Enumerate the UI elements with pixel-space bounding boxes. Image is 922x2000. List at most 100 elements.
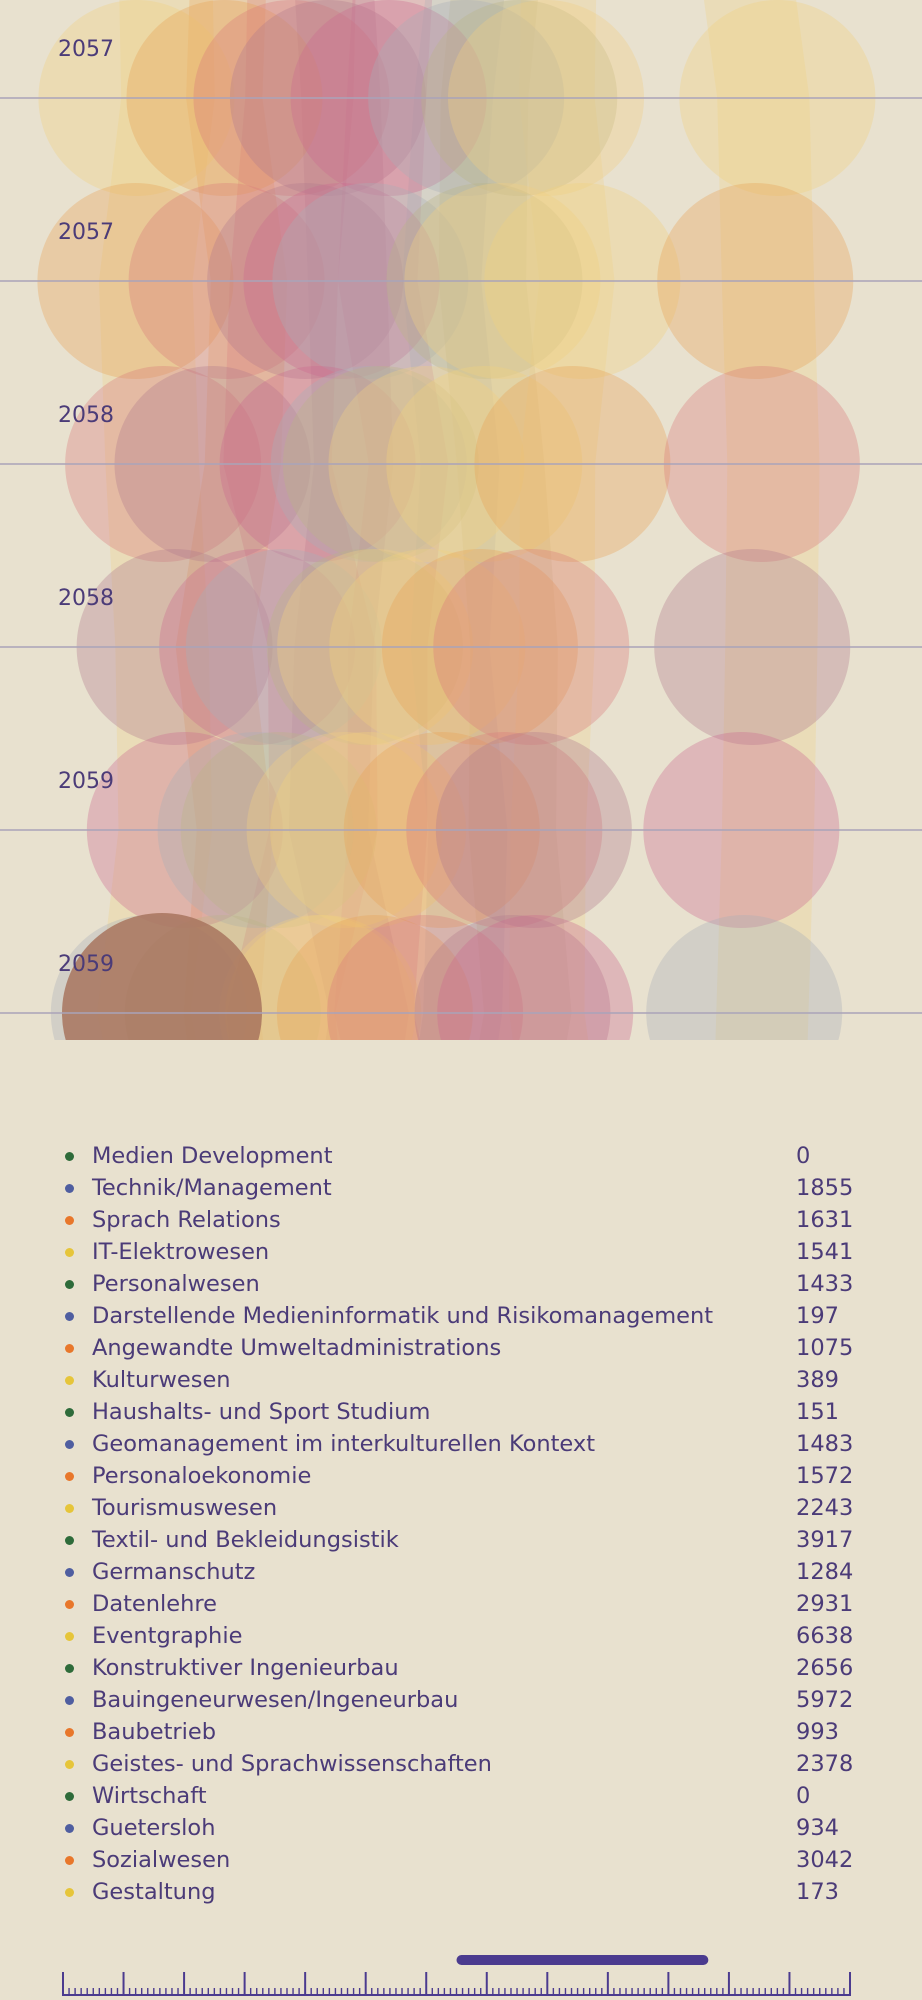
legend-item[interactable]: Tourismuswesen 2243 (57, 1492, 857, 1524)
legend-name: Medien Development (92, 1143, 333, 1169)
legend-dot-icon (65, 1312, 74, 1321)
bubble (437, 915, 634, 1040)
legend-dot-icon (65, 1728, 74, 1737)
legend-dot-icon (65, 1472, 74, 1481)
legend-name: Angewandte Umweltadministrations (92, 1335, 502, 1361)
legend-item[interactable]: Wirtschaft 0 (57, 1780, 857, 1812)
legend-value: 1433 (796, 1271, 854, 1297)
stream-band (402, 0, 508, 1040)
legend-value: 934 (796, 1815, 839, 1841)
legend-name: Sozialwesen (92, 1847, 231, 1873)
bubble-group (37, 0, 876, 1040)
legend-value: 1075 (796, 1335, 854, 1361)
stream-band (438, 0, 572, 1040)
legend-item[interactable]: Geistes- und Sprachwissenschaften 2378 (57, 1748, 857, 1780)
legend-item[interactable]: Geomanagement im interkulturellen Kontex… (57, 1428, 857, 1460)
legend-item[interactable]: Bauingeneurwesen/Ingeneurbau 5972 (57, 1684, 857, 1716)
legend-item[interactable]: Sozialwesen 3042 (57, 1844, 857, 1876)
stream-band (223, 0, 378, 1040)
timeline-scrubber[interactable] (0, 1950, 922, 2000)
legend-item[interactable]: Technik/Management 1855 (57, 1172, 857, 1204)
chart-svg: 2057 2057 2058 2058 2059 2059 (0, 0, 922, 1040)
legend-name: Tourismuswesen (92, 1495, 278, 1521)
legend-dot-icon (65, 1696, 74, 1705)
legend-dot-icon (65, 1376, 74, 1385)
legend-name: Konstruktiver Ingenieurbau (92, 1655, 399, 1681)
legend-item[interactable]: Guetersloh 934 (57, 1812, 857, 1844)
row-year-label: 2057 (58, 37, 114, 62)
legend-item[interactable]: Baubetrieb 993 (57, 1716, 857, 1748)
legend-name: Haushalts- und Sport Studium (92, 1399, 431, 1425)
legend-item[interactable]: IT-Elektrowesen 1541 (57, 1236, 857, 1268)
legend-dot-icon (65, 1152, 74, 1161)
legend-item[interactable]: Haushalts- und Sport Studium 151 (57, 1396, 857, 1428)
legend-dot-icon (65, 1344, 74, 1353)
bubble (276, 915, 473, 1040)
stream-band (703, 0, 820, 1040)
legend-value: 197 (796, 1303, 839, 1329)
legend-dot-icon (65, 1408, 74, 1417)
legend-name: Technik/Management (92, 1175, 332, 1201)
legend-item[interactable]: Sprach Relations 1631 (57, 1204, 857, 1236)
legend-dot-icon (65, 1664, 74, 1673)
legend: Medien Development 0 Technik/Management 185… (57, 1140, 857, 1908)
stream-band (288, 0, 409, 1040)
legend-item[interactable]: Medien Development 0 (57, 1140, 857, 1172)
bubble (414, 915, 611, 1040)
stream-band (97, 0, 215, 1040)
legend-item[interactable]: Datenlehre 2931 (57, 1588, 857, 1620)
legend-item[interactable]: Darstellende Medieninformatik und Risiko… (57, 1300, 857, 1332)
legend-dot-icon (65, 1760, 74, 1769)
legend-item[interactable]: Konstruktiver Ingenieurbau 2656 (57, 1652, 857, 1684)
legend-dot-icon (65, 1888, 74, 1897)
legend-dot-icon (65, 1216, 74, 1225)
legend-value: 151 (796, 1399, 839, 1425)
legend-value: 389 (796, 1367, 839, 1393)
legend-name: Textil- und Bekleidungsistik (92, 1527, 399, 1553)
legend-name: Guetersloh (92, 1815, 216, 1841)
legend-name: Wirtschaft (92, 1783, 207, 1809)
legend-name: Datenlehre (92, 1591, 217, 1617)
bubble (225, 915, 422, 1040)
legend-value: 6638 (796, 1623, 854, 1649)
grid-group: 2057 2057 2058 2058 2059 2059 (0, 37, 922, 1014)
stream-band (334, 0, 449, 1040)
legend-item[interactable]: Personalwesen 1433 (57, 1268, 857, 1300)
legend-value: 5972 (796, 1687, 854, 1713)
legend-name: Sprach Relations (92, 1207, 281, 1233)
chart-area: 2057 2057 2058 2058 2059 2059 (0, 0, 922, 1040)
legend-name: Geomanagement im interkulturellen Kontex… (92, 1431, 596, 1457)
legend-item[interactable]: Eventgraphie 6638 (57, 1620, 857, 1652)
legend-value: 2656 (796, 1655, 854, 1681)
legend-value: 1855 (796, 1175, 854, 1201)
legend-name: Gestaltung (92, 1879, 216, 1905)
legend-dot-icon (65, 1536, 74, 1545)
legend-dot-icon (65, 1856, 74, 1865)
legend-value: 1572 (796, 1463, 854, 1489)
scrubber-selection-handle[interactable] (456, 1955, 709, 1965)
legend-item[interactable]: Angewandte Umweltadministrations 1075 (57, 1332, 857, 1364)
legend-value: 1284 (796, 1559, 854, 1585)
legend-item[interactable]: Gestaltung 173 (57, 1876, 857, 1908)
legend-value: 173 (796, 1879, 839, 1905)
legend-dot-icon (65, 1568, 74, 1577)
legend-item[interactable]: Kulturwesen 389 (57, 1364, 857, 1396)
legend-name: Personalwesen (92, 1271, 260, 1297)
row-year-label: 2059 (58, 769, 114, 794)
legend-item[interactable]: Textil- und Bekleidungsistik 3917 (57, 1524, 857, 1556)
row-year-label: 2057 (58, 220, 114, 245)
bubble-highlight[interactable] (62, 913, 262, 1040)
row-year-label: 2059 (58, 952, 114, 977)
legend-value: 2243 (796, 1495, 854, 1521)
legend-name: Geistes- und Sprachwissenschaften (92, 1751, 492, 1777)
legend-dot-icon (65, 1280, 74, 1289)
legend-name: IT-Elektrowesen (92, 1239, 270, 1265)
legend-dot-icon (65, 1632, 74, 1641)
legend-item[interactable]: Germanschutz 1284 (57, 1556, 857, 1588)
legend-dot-icon (65, 1248, 74, 1257)
legend-name: Baubetrieb (92, 1719, 217, 1745)
legend-item[interactable]: Personaloekonomie 1572 (57, 1460, 857, 1492)
legend-value: 1631 (796, 1207, 854, 1233)
legend-dot-icon (65, 1600, 74, 1609)
legend-value: 3917 (796, 1527, 854, 1553)
